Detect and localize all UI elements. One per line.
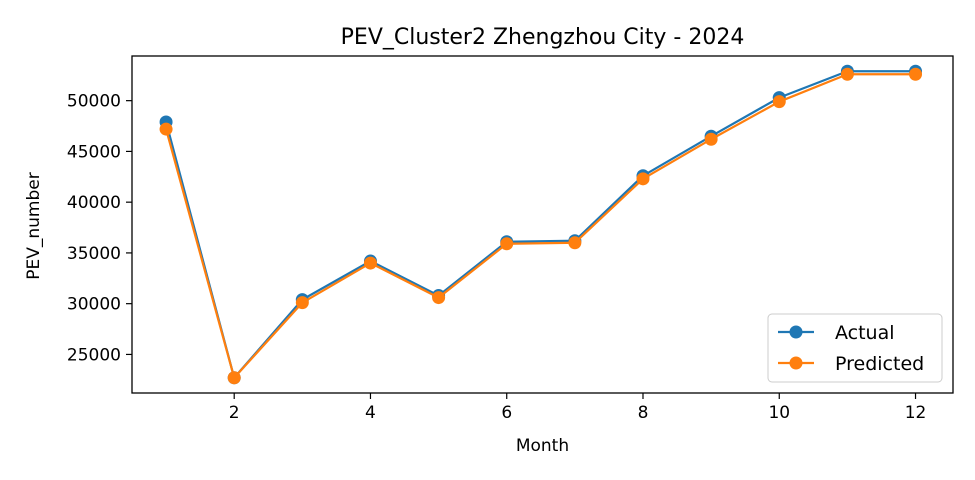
legend-label: Actual <box>835 322 895 344</box>
y-tick-label: 30000 <box>67 295 121 315</box>
data-point <box>704 132 718 146</box>
y-axis: 25000 30000 35000 40000 45000 50000 <box>67 92 132 365</box>
x-tick-label: 4 <box>365 403 376 423</box>
legend: Actual Predicted <box>767 313 943 383</box>
y-tick-label: 25000 <box>67 345 121 365</box>
y-axis-label: PEV_number <box>24 172 44 279</box>
x-tick-label: 12 <box>905 403 927 423</box>
y-tick-label: 50000 <box>67 92 121 112</box>
legend-swatch-marker <box>789 325 803 339</box>
data-point <box>159 122 173 136</box>
series-line <box>165 70 916 379</box>
plot-area <box>159 64 923 385</box>
x-tick-label: 10 <box>768 403 790 423</box>
x-tick-label: 2 <box>229 403 240 423</box>
data-point <box>500 237 514 251</box>
y-tick-label: 35000 <box>67 244 121 264</box>
x-axis-label: Month <box>516 436 569 456</box>
data-point <box>227 371 241 385</box>
x-tick-label: 8 <box>638 403 649 423</box>
chart-title: PEV_Cluster2 Zhengzhou City - 2024 <box>341 25 745 50</box>
x-tick-label: 6 <box>501 403 512 423</box>
plot-frame <box>131 55 954 394</box>
data-point <box>363 256 377 270</box>
series-predicted <box>159 67 923 385</box>
y-tick-label: 45000 <box>67 142 121 162</box>
data-point <box>568 236 582 250</box>
data-point <box>295 296 309 310</box>
data-point <box>909 67 923 81</box>
series-line <box>165 73 916 379</box>
data-point <box>772 95 786 109</box>
data-point <box>840 67 854 81</box>
legend-label: Predicted <box>835 353 924 375</box>
data-point <box>432 291 446 305</box>
x-axis: 2 4 6 8 10 12 <box>229 393 927 423</box>
data-point <box>636 172 650 186</box>
y-tick-label: 40000 <box>67 193 121 213</box>
legend-swatch-marker <box>789 356 803 370</box>
